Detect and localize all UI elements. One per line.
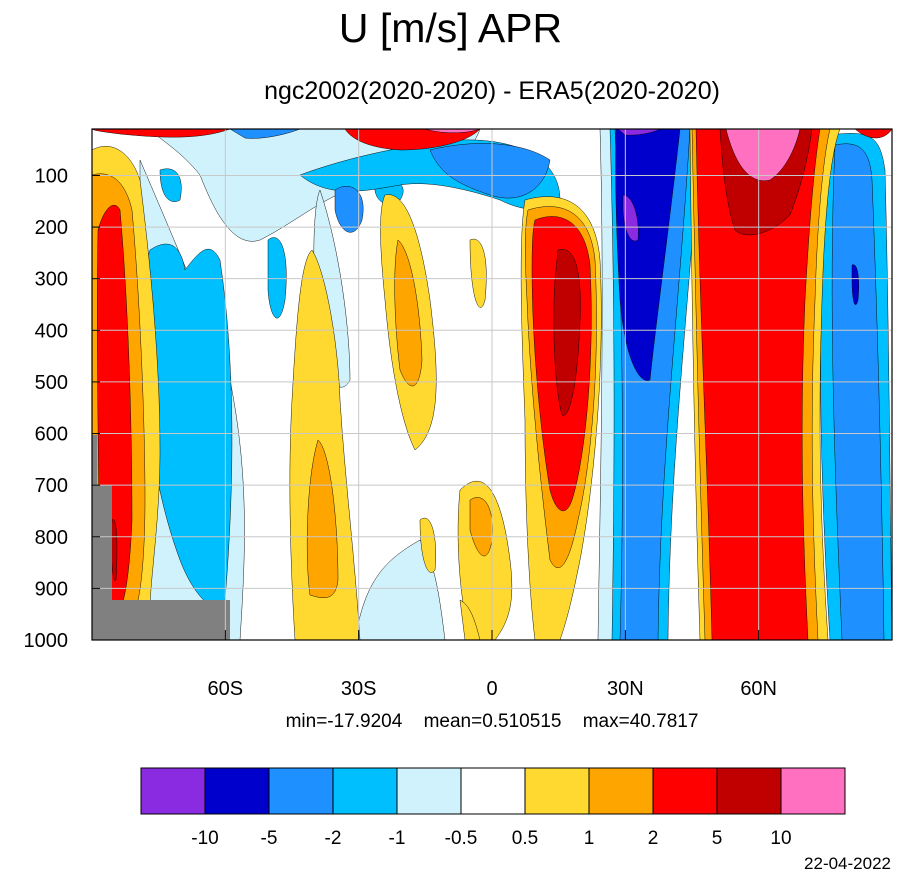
- colorbar: -10 -5 -2 -1 -0.5 0.5 1 2 5 10: [140, 767, 846, 849]
- contour-region: [831, 143, 885, 640]
- contour-region: [553, 249, 581, 416]
- y-tick-label: 700: [35, 475, 68, 497]
- colorbar-label: -1: [389, 828, 406, 849]
- contour-region: [459, 599, 481, 640]
- x-tick-label: 30N: [607, 678, 644, 700]
- contour-region: [419, 517, 436, 573]
- y-tick-label: 800: [35, 527, 68, 549]
- contour-region: [469, 238, 487, 308]
- colorbar-swatch: [652, 767, 718, 815]
- contour-region: [725, 129, 801, 181]
- date-stamp: 22-04-2022: [804, 854, 891, 873]
- contour-region: [695, 129, 821, 640]
- contour-region: [267, 237, 287, 319]
- colorbar-swatch: [140, 767, 206, 815]
- colorbar-swatch: [460, 767, 526, 815]
- stat-min: min=-17.9204: [285, 711, 403, 732]
- x-tick-label: 60S: [208, 678, 244, 700]
- colorbar-label: 2: [648, 828, 659, 849]
- contour-region: [92, 129, 231, 138]
- contour-region: [851, 264, 859, 305]
- colorbar-swatch: [396, 767, 462, 815]
- y-tick-label: 400: [35, 320, 68, 342]
- colorbar-swatch: [780, 767, 846, 815]
- stat-max: max=40.7817: [582, 711, 699, 732]
- terrain-mask: [92, 435, 230, 640]
- colorbar-swatch: [524, 767, 590, 815]
- contour-region: [622, 194, 639, 242]
- colorbar-swatch: [588, 767, 654, 815]
- contour-region: [354, 539, 446, 640]
- chart-title: U [m/s] APR: [338, 5, 563, 51]
- y-tick-label: 1000: [24, 630, 69, 652]
- contour-region: [597, 129, 616, 640]
- x-axis: 60S 30S 0 30N 60N: [208, 630, 777, 700]
- x-tick-label: 30S: [341, 678, 377, 700]
- y-tick-label: 300: [35, 269, 68, 291]
- colorbar-swatch: [204, 767, 270, 815]
- colorbar-label: -2: [325, 828, 342, 849]
- colorbar-swatch: [332, 767, 398, 815]
- colorbar-label: 5: [712, 828, 723, 849]
- y-tick-label: 200: [35, 217, 68, 239]
- colorbar-label: -10: [191, 828, 218, 849]
- contour-region: [615, 129, 681, 381]
- y-tick-label: 100: [35, 165, 68, 187]
- contour-region: [394, 239, 423, 387]
- y-tick-label: 600: [35, 424, 68, 446]
- stat-mean: mean=0.510515: [423, 711, 562, 732]
- colorbar-label: -5: [261, 828, 278, 849]
- contour-region: [334, 186, 364, 233]
- colorbar-label: -0.5: [445, 828, 478, 849]
- stats-line: min=-17.9204 mean=0.510515 max=40.7817: [92, 710, 892, 734]
- chart-subtitle: ngc2002(2020-2020) - ERA5(2020-2020): [264, 77, 720, 105]
- x-tick-label: 0: [486, 678, 497, 700]
- x-tick-label: 60N: [740, 678, 777, 700]
- contour-region: [306, 439, 339, 598]
- colorbar-label: 1: [584, 828, 595, 849]
- contour-region: [159, 168, 182, 202]
- y-axis: 100 200 300 400 500 600 700 800 900 1000: [24, 165, 100, 652]
- colorbar-swatch: [268, 767, 334, 815]
- colorbar-label: 10: [770, 828, 791, 849]
- colorbar-label: 0.5: [512, 828, 538, 849]
- colorbar-swatch: [716, 767, 782, 815]
- contour-region: [429, 143, 551, 199]
- y-tick-label: 500: [35, 372, 68, 394]
- contour-region: [344, 129, 481, 151]
- y-tick-label: 900: [35, 578, 68, 600]
